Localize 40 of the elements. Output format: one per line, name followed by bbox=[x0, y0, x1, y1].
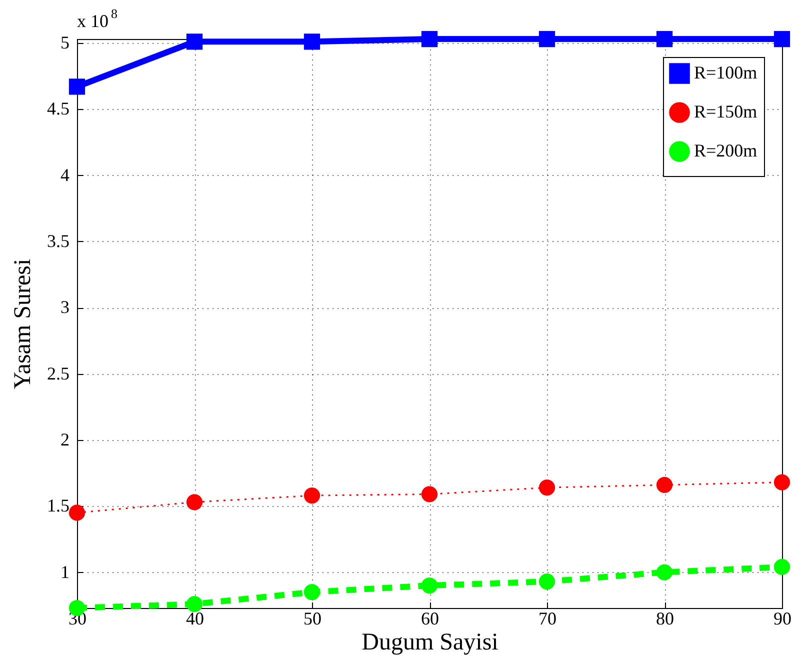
y-tick-label: 4.5 bbox=[47, 98, 70, 119]
point bbox=[656, 564, 673, 580]
x-tick-label: 70 bbox=[538, 608, 556, 628]
y-tick-label: 3.5 bbox=[47, 230, 70, 251]
x-tick-label: 40 bbox=[186, 608, 204, 628]
point bbox=[656, 476, 673, 493]
x-tick-label: 90 bbox=[774, 608, 792, 628]
point bbox=[68, 78, 86, 95]
point bbox=[186, 34, 203, 50]
y-tick-label: 4 bbox=[60, 164, 70, 185]
y-tick-label: 5 bbox=[60, 32, 70, 52]
x-axis-title: Dugum Sayisi bbox=[362, 630, 499, 656]
point bbox=[68, 504, 86, 521]
point bbox=[421, 577, 438, 594]
point bbox=[538, 480, 556, 496]
y-axis-title: Yasam Suresi bbox=[10, 258, 36, 390]
legend-label: R=150m bbox=[694, 102, 758, 122]
point bbox=[656, 30, 673, 48]
legend-label: R=100m bbox=[694, 62, 758, 82]
point bbox=[774, 558, 790, 576]
x-tick-label: 60 bbox=[421, 608, 439, 628]
point bbox=[304, 34, 320, 50]
y-tick-label: 1.5 bbox=[47, 496, 70, 516]
point bbox=[304, 487, 320, 504]
point bbox=[186, 596, 203, 612]
point bbox=[186, 494, 203, 510]
y-tick-label: 2 bbox=[60, 429, 70, 450]
point bbox=[538, 30, 556, 48]
y-tick-label: 2.5 bbox=[47, 363, 70, 384]
point bbox=[304, 584, 320, 600]
point bbox=[421, 30, 438, 48]
x-tick-label: 80 bbox=[656, 608, 674, 628]
legend-label: R=200m bbox=[694, 140, 758, 160]
x-tick-label: 50 bbox=[304, 608, 322, 628]
point bbox=[421, 486, 438, 502]
point bbox=[774, 474, 790, 490]
point bbox=[538, 573, 556, 590]
point bbox=[774, 30, 790, 48]
y-tick-label: 3 bbox=[60, 297, 70, 318]
y-tick-label: 1 bbox=[60, 562, 70, 582]
